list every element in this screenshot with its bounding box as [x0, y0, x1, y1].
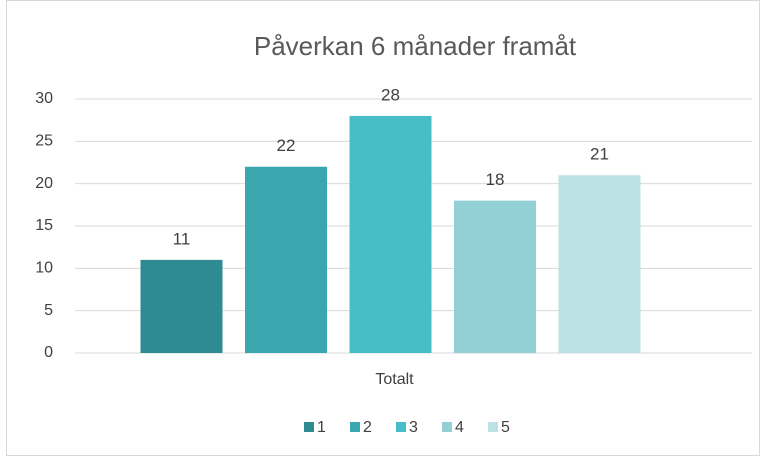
data-label: 21	[590, 145, 609, 164]
legend-label: 5	[501, 419, 510, 436]
x-tick-label: Totalt	[375, 371, 414, 388]
y-tick-label: 30	[35, 90, 53, 107]
y-tick-label: 10	[35, 260, 53, 277]
data-label: 22	[277, 136, 296, 155]
bar	[558, 175, 641, 353]
data-label: 11	[173, 229, 191, 248]
bar	[140, 259, 223, 353]
y-tick-label: 25	[35, 133, 53, 150]
y-tick-label: 20	[35, 175, 53, 192]
legend-swatch	[304, 422, 314, 432]
legend-swatch	[350, 422, 360, 432]
bar	[245, 166, 327, 353]
legend-swatch	[442, 422, 452, 432]
data-label: 28	[381, 85, 400, 104]
y-tick-label: 0	[44, 344, 53, 361]
legend-label: 4	[455, 419, 464, 436]
legend-label: 2	[363, 419, 372, 436]
chart-title: Påverkan 6 månader framåt	[254, 31, 577, 61]
bar	[349, 115, 432, 353]
legend-label: 3	[409, 419, 418, 436]
y-tick-label: 5	[44, 302, 53, 319]
bar	[454, 200, 536, 353]
data-label: 18	[486, 170, 505, 189]
legend-label: 1	[317, 419, 326, 436]
legend-swatch	[396, 422, 406, 432]
y-tick-label: 15	[35, 217, 53, 234]
legend-swatch	[488, 422, 498, 432]
